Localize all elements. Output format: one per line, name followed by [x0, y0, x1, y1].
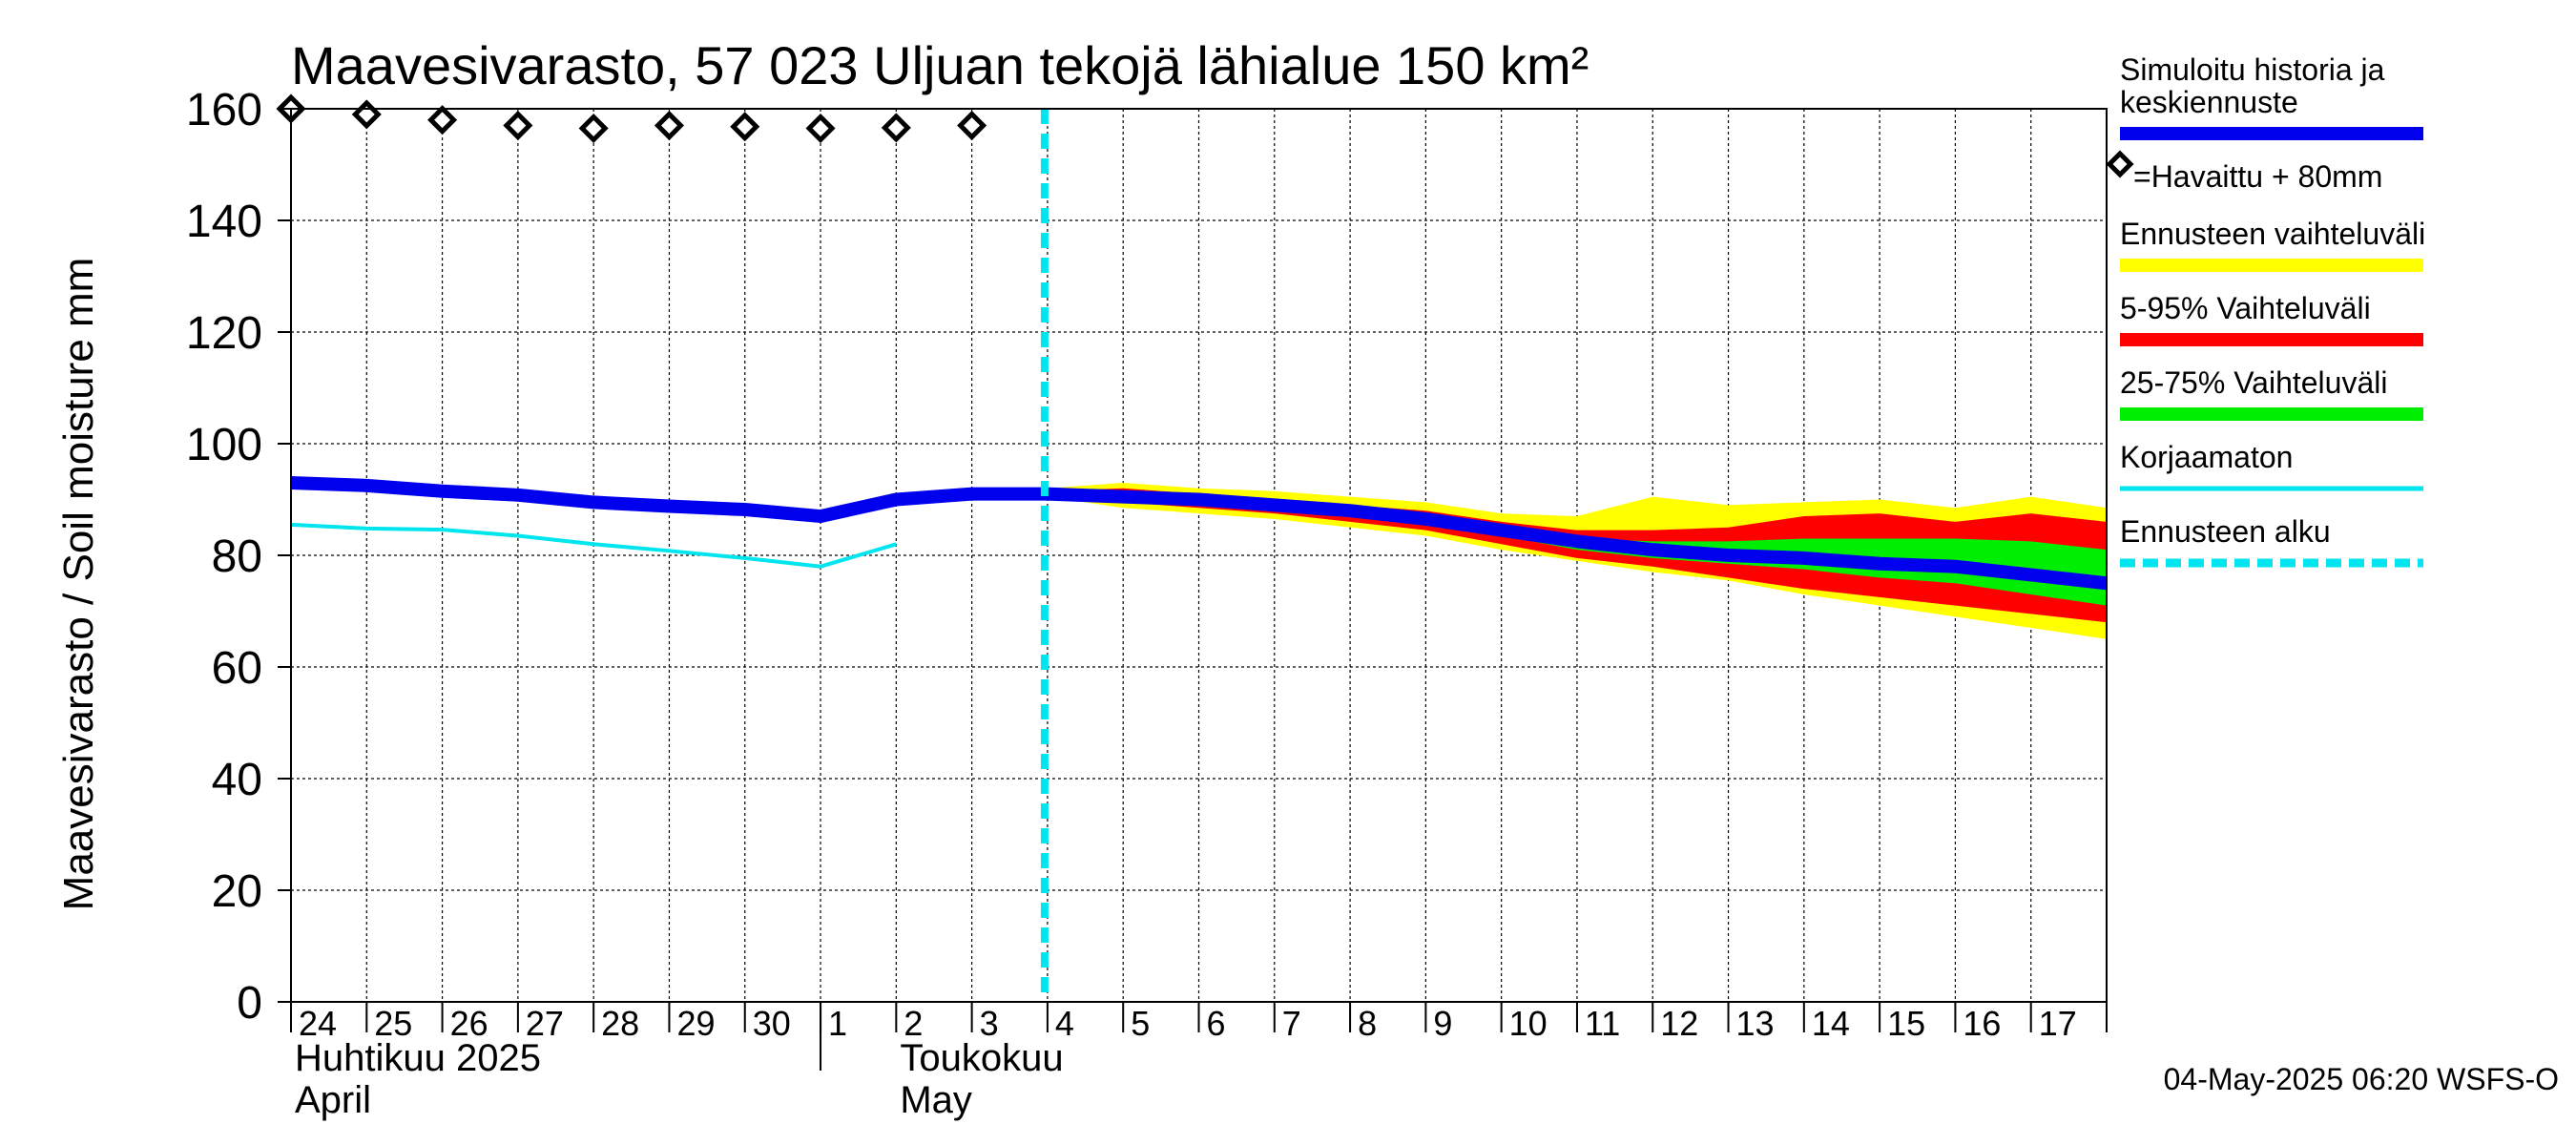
x-tick-label-1: 25 [374, 1004, 412, 1043]
legend-label-4: 25-75% Vaihteluväli [2120, 365, 2387, 400]
legend-label-1: =Havaittu + 80mm [2133, 159, 2382, 194]
x-tick-label-7: 1 [828, 1004, 847, 1043]
month-label-fi-0: Huhtikuu 2025 [295, 1037, 541, 1079]
y-tick-labels: 0 20 40 60 80 100 120 140 160 [186, 85, 262, 1029]
x-tick-label-15: 9 [1433, 1004, 1452, 1043]
x-tick-label-10: 4 [1055, 1004, 1074, 1043]
x-tick-label-23: 17 [2039, 1004, 2077, 1043]
y-tick-label-0: 0 [237, 978, 262, 1029]
legend-label-2: Ennusteen vaihteluväli [2120, 217, 2425, 251]
month-label-en-0: April [295, 1079, 371, 1121]
x-tick-label-4: 28 [601, 1004, 639, 1043]
x-tick-label-11: 5 [1131, 1004, 1150, 1043]
x-tick-label-8: 2 [904, 1004, 923, 1043]
observed-point-3 [503, 111, 533, 141]
axes [278, 108, 2108, 1071]
uncorrected-line [290, 522, 897, 569]
x-tick-label-3: 27 [526, 1004, 564, 1043]
legend-label-0: Simuloitu historia ja [2120, 52, 2385, 87]
timestamp-footer: 04-May-2025 06:20 WSFS-O [2164, 1062, 2559, 1096]
x-tick-label-19: 13 [1736, 1004, 1775, 1043]
x-tick-label-18: 12 [1660, 1004, 1698, 1043]
simulated-mean-line [290, 475, 2108, 591]
x-tick-label-9: 3 [980, 1004, 999, 1043]
x-tick-label-17: 11 [1585, 1004, 1620, 1043]
x-tick-labels: 24 25 26 27 28 29 30 1 2 3 4 5 6 7 8 9 10 11 12 13 14 15 16 17 [299, 1004, 2077, 1043]
y-tick-label-1: 20 [212, 866, 262, 917]
y-tick-label-7: 140 [186, 197, 262, 247]
x-tick-label-13: 7 [1282, 1004, 1301, 1043]
observed-point-7 [805, 113, 836, 144]
forecast-bands [1047, 482, 2107, 639]
y-tick-label-3: 60 [212, 643, 262, 694]
y-tick-label-4: 80 [212, 531, 262, 582]
observed-point-6 [730, 112, 760, 142]
band-2 [1047, 492, 2107, 606]
y-tick-label-6: 120 [186, 308, 262, 359]
x-tick-label-0: 24 [299, 1004, 337, 1043]
observed-point-4 [578, 113, 609, 144]
month-label-en-1: May [900, 1079, 972, 1121]
band-1 [1047, 488, 2107, 623]
x-tick-label-6: 30 [753, 1004, 791, 1043]
legend-swatch-1 [2106, 150, 2134, 178]
x-tick-label-14: 8 [1358, 1004, 1377, 1043]
legend-label-6: Ennusteen alku [2120, 514, 2331, 549]
x-tick-label-12: 6 [1207, 1004, 1226, 1043]
observed-point-9 [957, 111, 987, 141]
chart-title: Maavesivarasto, 57 023 Uljuan tekojä läh… [291, 35, 1589, 95]
observed-markers [276, 94, 987, 144]
observed-point-5 [654, 111, 684, 141]
legend-label-5: Korjaamaton [2120, 440, 2293, 474]
observed-point-8 [881, 113, 911, 143]
x-tick-label-22: 16 [1963, 1004, 2001, 1043]
series-lines [290, 475, 2108, 591]
observed-point-1 [351, 99, 382, 130]
legend-label-0b: keskiennuste [2120, 85, 2298, 119]
y-tick-label-5: 100 [186, 420, 262, 470]
observed-point-2 [427, 105, 458, 135]
x-tick-label-21: 15 [1887, 1004, 1925, 1043]
y-tick-label-2: 40 [212, 755, 262, 805]
legend-label-3: 5-95% Vaihteluväli [2120, 291, 2371, 325]
y-axis-label: Maavesivarasto / Soil moisture mm [55, 258, 102, 911]
x-tick-label-5: 29 [676, 1004, 715, 1043]
x-tick-label-2: 26 [450, 1004, 488, 1043]
y-tick-label-8: 160 [186, 85, 262, 135]
month-label-fi-1: Toukokuu [900, 1037, 1063, 1079]
x-tick-label-20: 14 [1812, 1004, 1850, 1043]
x-tick-label-16: 10 [1509, 1004, 1548, 1043]
